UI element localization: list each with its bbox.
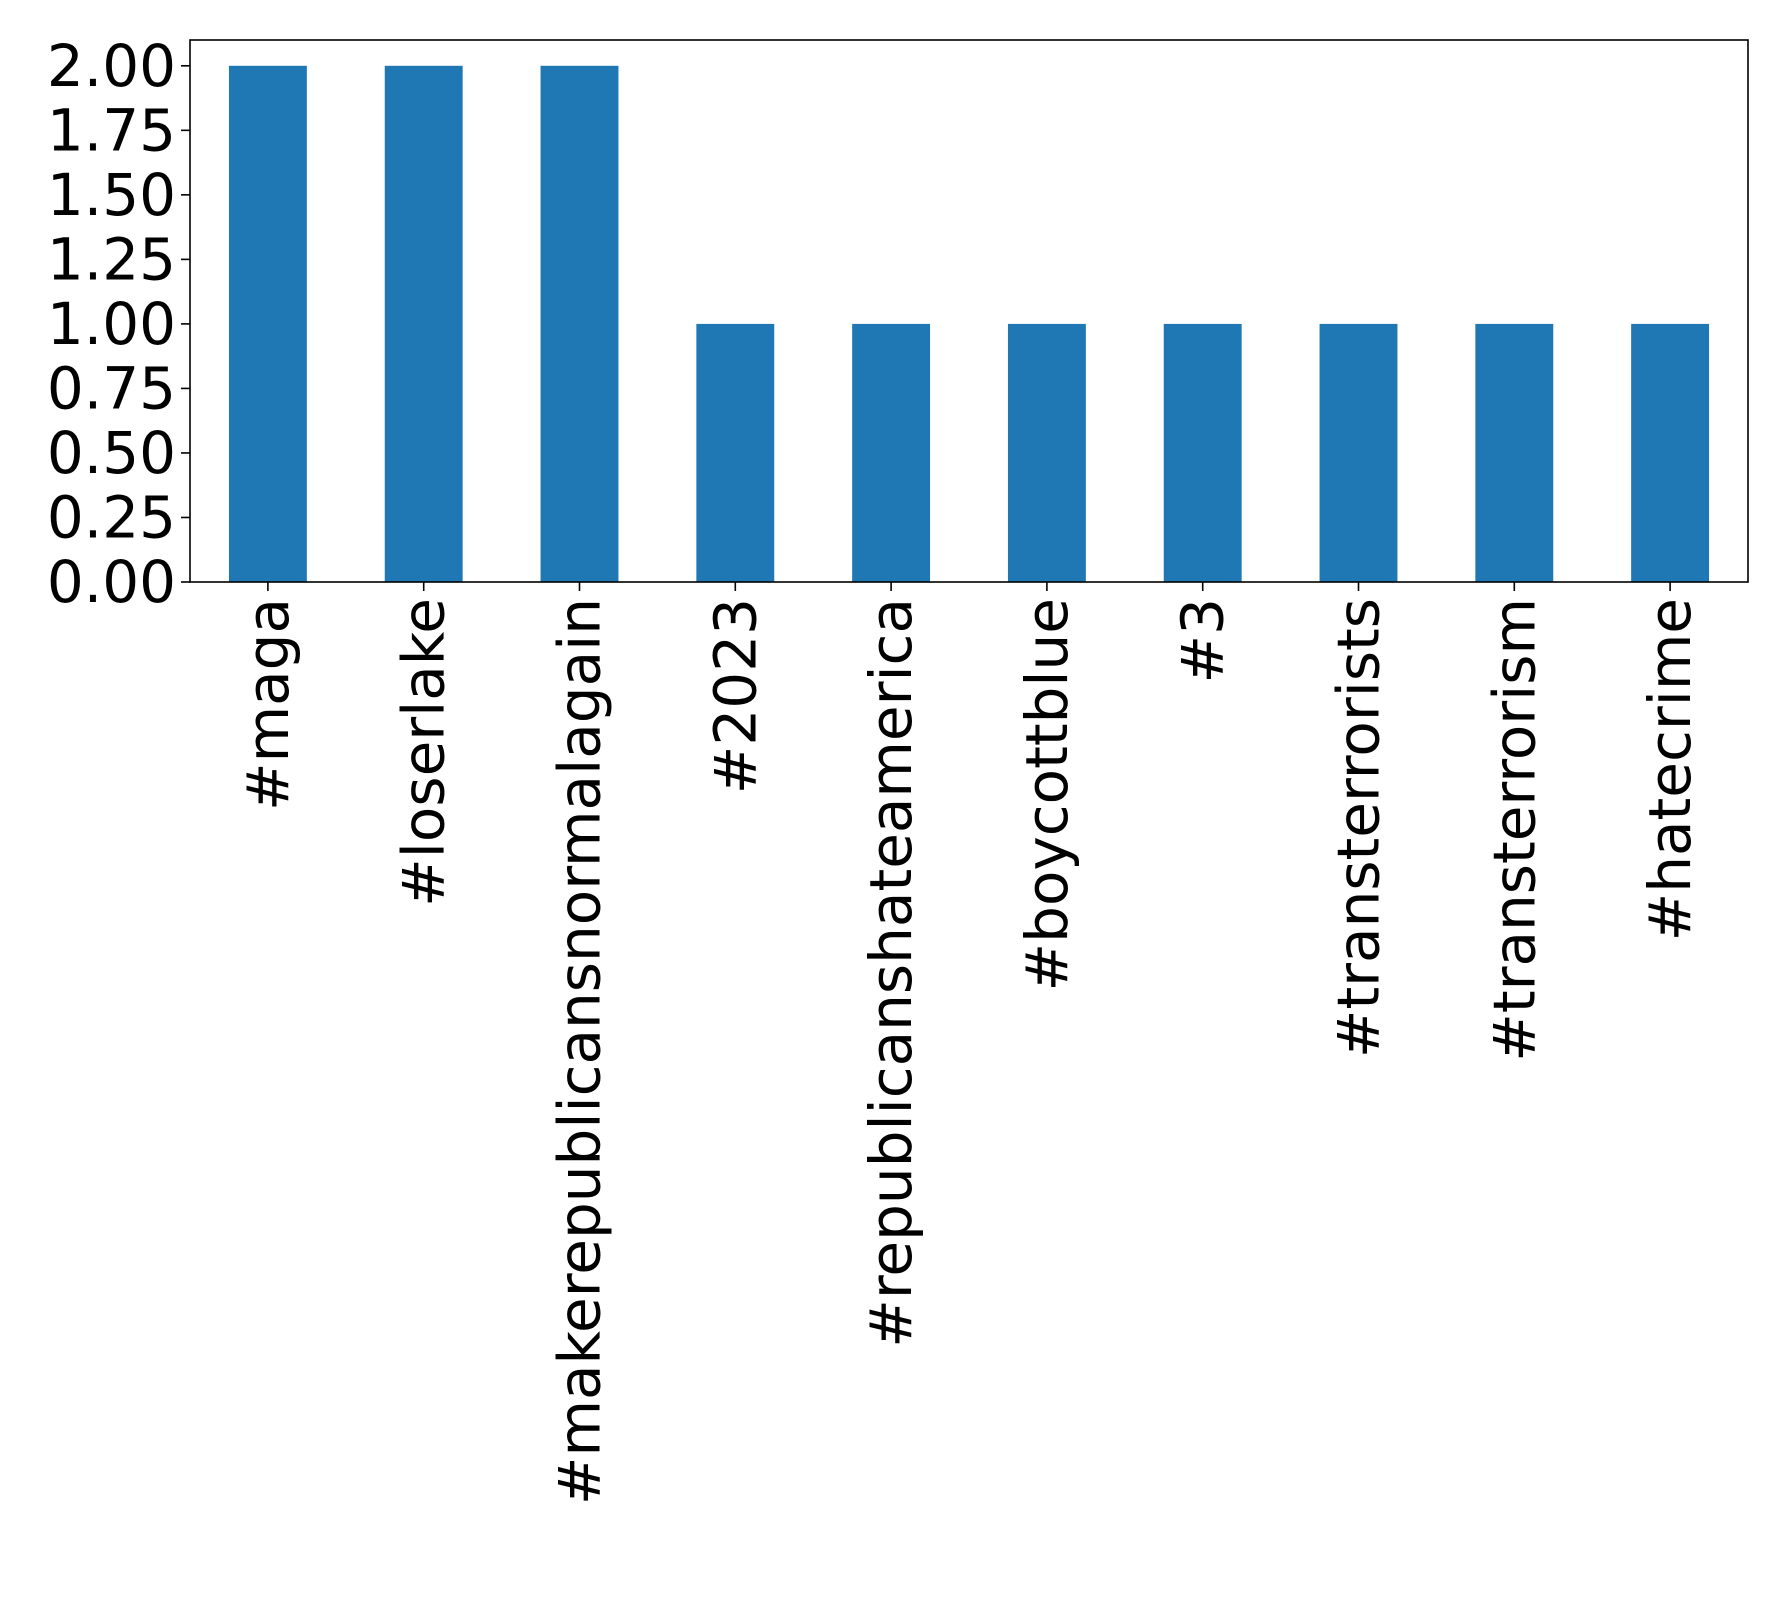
x-tick-label-8: #transterrorism	[1480, 598, 1548, 1062]
bar-2	[540, 65, 619, 583]
y-tick-label-2: 0.50	[47, 419, 176, 487]
bar-8	[1475, 323, 1554, 582]
y-tick-label-4: 1.00	[47, 290, 176, 358]
y-axis-ticks: 0.000.250.500.751.001.251.501.752.00	[47, 32, 190, 616]
bar-1	[384, 65, 463, 583]
x-tick-label-0: #maga	[234, 598, 302, 811]
x-tick-label-5: #boycottblue	[1013, 598, 1081, 991]
y-tick-label-8: 2.00	[47, 32, 176, 100]
x-tick-label-9: #hatecrime	[1636, 598, 1704, 941]
bar-7	[1319, 323, 1398, 582]
bar-6	[1163, 323, 1242, 582]
y-tick-label-0: 0.00	[47, 548, 176, 616]
bars-group	[228, 65, 1710, 583]
y-tick-label-6: 1.50	[47, 161, 176, 229]
x-tick-label-2: #makerepublicansnormalagain	[546, 598, 614, 1505]
x-tick-label-4: #republicanshateamerica	[857, 598, 925, 1348]
bar-5	[1007, 323, 1086, 582]
y-tick-label-5: 1.25	[47, 225, 176, 293]
x-tick-label-1: #loserlake	[390, 598, 458, 907]
x-tick-label-3: #2023	[701, 598, 769, 794]
y-tick-label-7: 1.75	[47, 96, 176, 164]
bar-3	[696, 323, 775, 582]
bar-4	[852, 323, 931, 582]
y-tick-label-3: 0.75	[47, 354, 176, 422]
bar-0	[228, 65, 307, 583]
bar-9	[1631, 323, 1710, 582]
y-tick-label-1: 0.25	[47, 483, 176, 551]
x-tick-label-7: #transterrorists	[1325, 598, 1393, 1058]
x-axis-ticks: #maga #loserlake #makerepublicansnormalaga…	[234, 582, 1704, 1505]
axes-frame	[189, 39, 1749, 583]
x-tick-label-6: #3	[1169, 598, 1237, 684]
